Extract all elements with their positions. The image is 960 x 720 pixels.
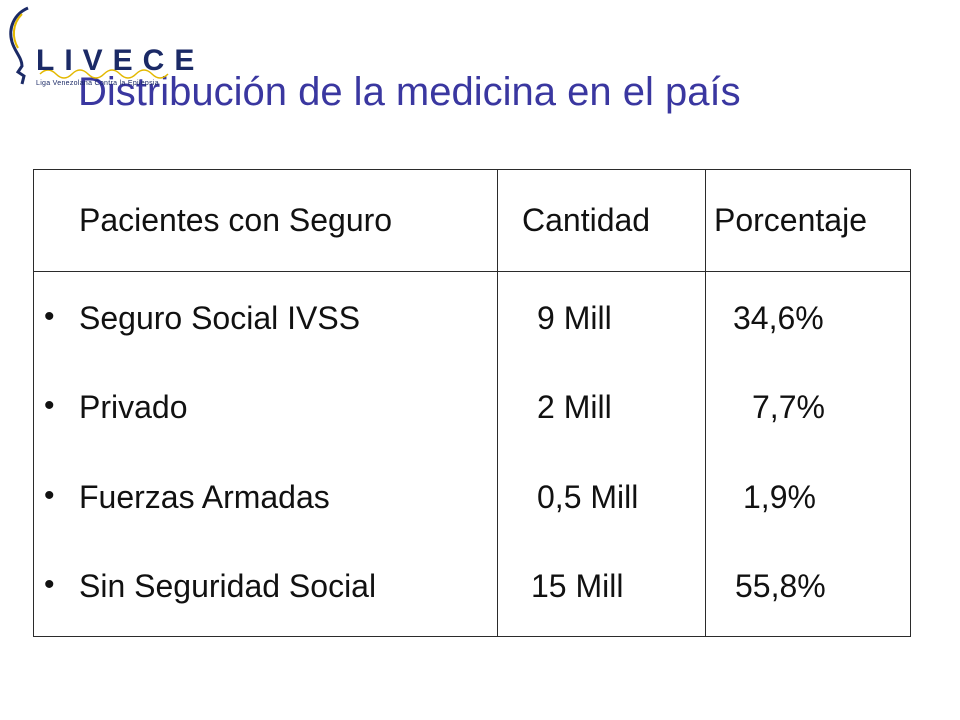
bullet-icon: • <box>44 300 55 333</box>
logo-tagline: Liga Venezolana Contra la Epilepsia <box>36 80 159 87</box>
bullet-icon: • <box>44 389 55 422</box>
row-name: Privado <box>79 389 188 425</box>
header-pacientes: Pacientes con Seguro <box>79 202 393 238</box>
bullet-icon: • <box>44 568 55 601</box>
head-profile-icon <box>9 6 169 85</box>
header-cantidad: Cantidad <box>522 202 651 238</box>
column-divider <box>705 170 706 636</box>
header-divider <box>34 271 910 272</box>
row-porcentaje: 1,9% <box>743 479 816 515</box>
row-name: Seguro Social IVSS <box>79 300 361 336</box>
row-cantidad: 0,5 Mill <box>537 479 639 515</box>
row-porcentaje: 34,6% <box>733 300 824 336</box>
insurance-table: Pacientes con Seguro Cantidad Porcentaje… <box>33 169 911 637</box>
row-cantidad: 2 Mill <box>537 389 612 425</box>
column-divider <box>497 170 498 636</box>
livece-logo: LIVECE Liga Venezolana Contra la Epileps… <box>0 0 194 95</box>
page-title: Distribución de la medicina en el país <box>78 70 741 114</box>
bullet-icon: • <box>44 479 55 512</box>
row-porcentaje: 7,7% <box>752 389 825 425</box>
row-cantidad: 15 Mill <box>531 568 624 604</box>
header-porcentaje: Porcentaje <box>714 202 867 238</box>
row-name: Sin Seguridad Social <box>79 568 377 604</box>
row-cantidad: 9 Mill <box>537 300 612 336</box>
row-name: Fuerzas Armadas <box>79 479 330 515</box>
row-porcentaje: 55,8% <box>735 568 826 604</box>
logo-letters: LIVECE <box>36 44 205 77</box>
